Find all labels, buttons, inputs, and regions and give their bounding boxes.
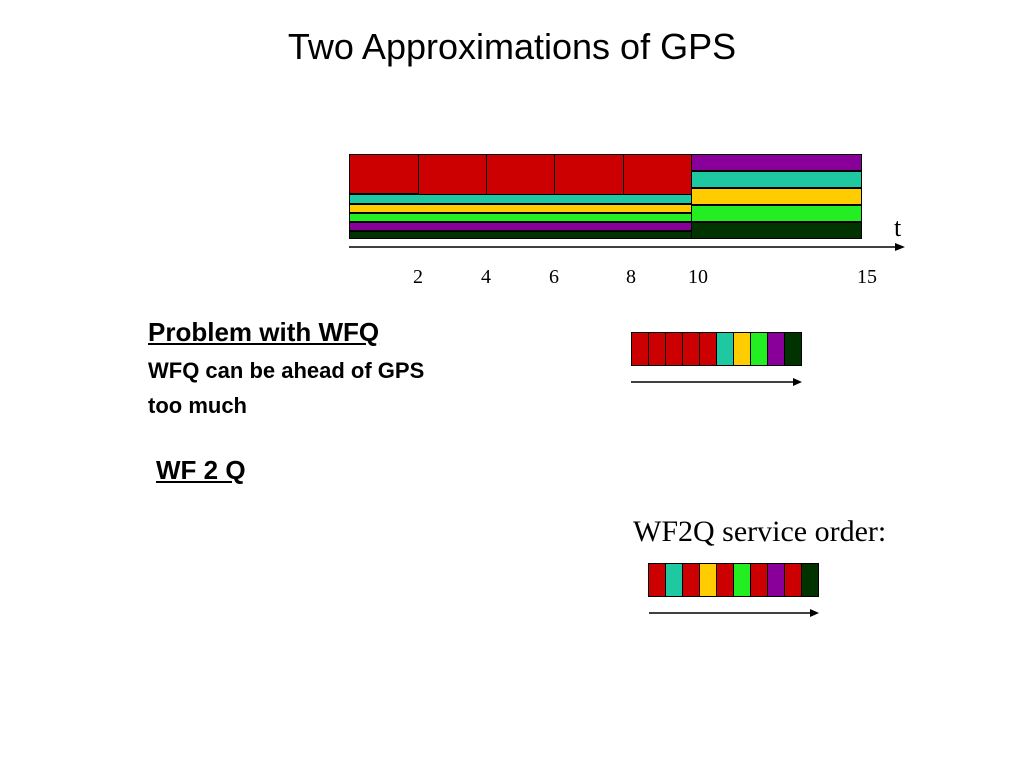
packet-yellow xyxy=(733,332,751,366)
packet-dark-green xyxy=(784,332,802,366)
tick-label: 15 xyxy=(857,266,877,288)
tick-label: 4 xyxy=(481,266,491,288)
gps-stripe-purple xyxy=(349,222,692,231)
packet-teal xyxy=(665,563,683,597)
gps-red-packet xyxy=(623,154,693,197)
tick-label: 10 xyxy=(688,266,708,288)
packet-red xyxy=(784,563,802,597)
packet-red xyxy=(665,332,683,366)
problem-line-2: too much xyxy=(148,393,247,418)
packet-red xyxy=(750,563,768,597)
gps-band-yellow xyxy=(691,188,862,205)
packet-green xyxy=(733,563,751,597)
problem-line-1: WFQ can be ahead of GPS xyxy=(148,358,425,383)
tick-label: 2 xyxy=(413,266,423,288)
tick-label: 6 xyxy=(549,266,559,288)
tick-label: 8 xyxy=(626,266,636,288)
page-title: Two Approximations of GPS xyxy=(287,26,737,67)
packet-purple xyxy=(767,563,785,597)
gps-band-dark-green xyxy=(691,222,862,239)
wf2q-service-order-label: WF2Q service order: xyxy=(633,515,887,548)
packet-red xyxy=(648,332,666,366)
packet-purple xyxy=(767,332,785,366)
gps-red-packet xyxy=(486,154,556,197)
packet-red xyxy=(648,563,666,597)
gps-red-packet xyxy=(418,154,488,197)
gps-stripe-green xyxy=(349,213,692,222)
packet-red xyxy=(682,563,700,597)
packet-dark-green xyxy=(801,563,819,597)
packet-green xyxy=(750,332,768,366)
gps-stripe-teal xyxy=(349,194,692,204)
packet-red xyxy=(699,332,717,366)
gps-red-packet xyxy=(349,154,419,194)
gps-stripe-yellow xyxy=(349,204,692,213)
gps-band-purple xyxy=(691,154,862,171)
gps-stripe-dark-green xyxy=(349,231,692,239)
packet-red xyxy=(682,332,700,366)
gps-band-teal xyxy=(691,171,862,188)
wf2q-heading: WF 2 Q xyxy=(156,455,246,485)
packet-teal xyxy=(716,332,734,366)
problem-heading: Problem with WFQ xyxy=(148,317,380,347)
packet-red xyxy=(716,563,734,597)
gps-band-green xyxy=(691,205,862,222)
gps-red-packet xyxy=(554,154,624,197)
axis-label-t: t xyxy=(894,213,902,242)
packet-red xyxy=(631,332,649,366)
packet-yellow xyxy=(699,563,717,597)
